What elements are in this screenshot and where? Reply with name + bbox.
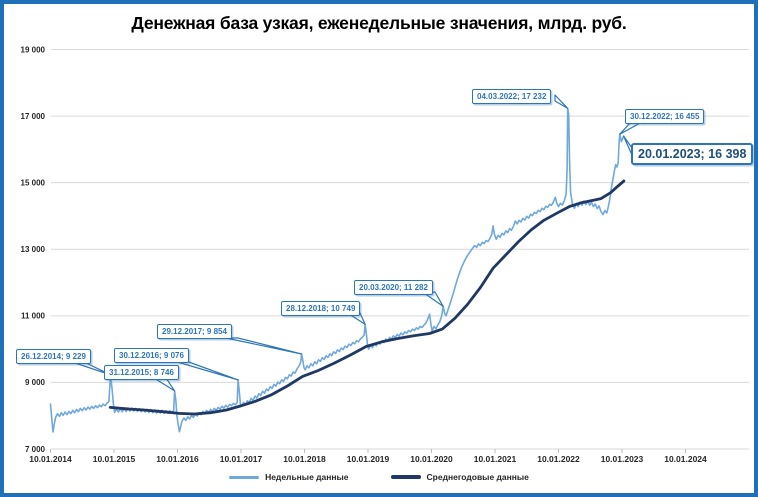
callout-leader	[173, 360, 239, 381]
callout-leader	[619, 121, 643, 135]
callout-leader	[622, 135, 633, 156]
x-tick-label: 10.01.2023	[601, 454, 644, 464]
legend-label-annual: Среднегодовые данные	[426, 472, 529, 482]
callout-leader	[423, 291, 444, 307]
callout-leader	[348, 312, 366, 325]
x-tick-label: 10.01.2021	[474, 454, 517, 464]
callout-leader	[554, 94, 569, 110]
y-tick-label: 15 000	[21, 178, 46, 187]
y-tick-label: 11 000	[21, 312, 46, 321]
y-tick-label: 13 000	[21, 245, 46, 254]
series-line-weekly	[49, 107, 625, 433]
y-tick-label: 17 000	[21, 112, 46, 121]
y-tick-label: 9 000	[25, 378, 46, 387]
legend-item-annual: Среднегодовые данные	[390, 472, 529, 482]
callout-leader	[153, 377, 176, 392]
weekly-line-swatch-icon	[229, 475, 260, 479]
chart-title: Денежная база узкая, еженедельные значен…	[131, 13, 627, 33]
legend-item-weekly: Недельные данные	[229, 472, 349, 482]
y-tick-label: 19 000	[21, 45, 46, 54]
y-tick-label: 7 000	[25, 445, 46, 454]
legend-label-weekly: Недельные данные	[265, 472, 349, 482]
callout-leader	[71, 361, 112, 376]
x-tick-label: 10.01.2016	[156, 454, 199, 464]
x-tick-label: 10.01.2015	[93, 454, 136, 464]
x-tick-label: 10.01.2022	[537, 454, 580, 464]
callout-leader	[225, 337, 303, 355]
x-tick-label: 10.01.2024	[664, 454, 707, 464]
x-tick-label: 10.01.2017	[220, 454, 263, 464]
x-tick-label: 10.01.2018	[283, 454, 326, 464]
x-tick-label: 10.01.2019	[347, 454, 390, 464]
legend: Недельные данные Среднегодовые данные	[4, 472, 754, 482]
series-line-annual	[108, 179, 626, 416]
annual-line-swatch-icon	[390, 475, 421, 479]
x-tick-label: 10.01.2014	[29, 454, 72, 464]
plot-area: 19 000 17 000 15 000 13 000 11 000 9 000 7 000…	[21, 45, 749, 464]
x-tick-label: 10.01.2020	[410, 454, 453, 464]
